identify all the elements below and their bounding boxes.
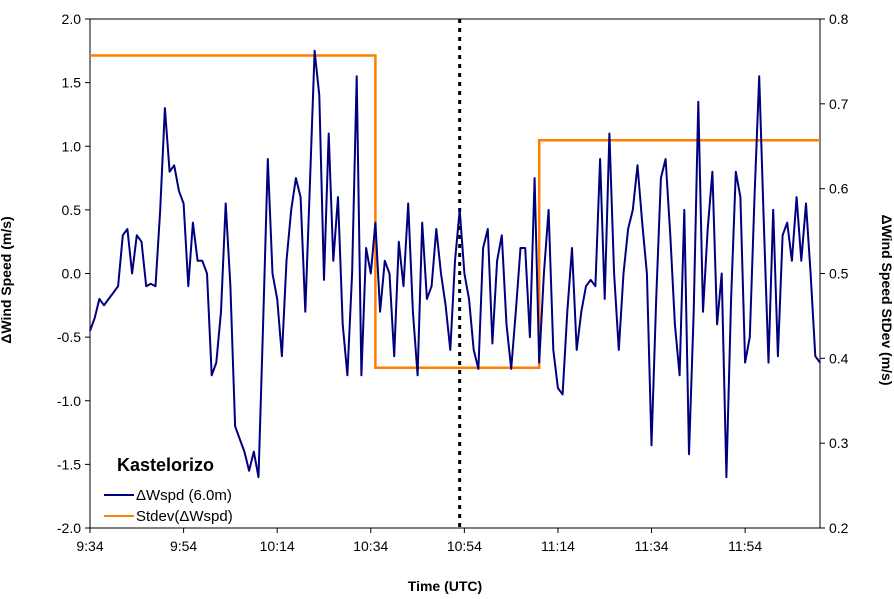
legend-label-wspd: ΔWspd (6.0m): [136, 487, 232, 504]
left-tick-label: -0.5: [57, 329, 81, 345]
right-tick-label: 0.2: [829, 520, 849, 536]
legend-label-stdev: Stdev(ΔWspd): [136, 508, 233, 525]
right-tick-label: 0.8: [829, 11, 849, 27]
x-axis: 9:34 9:54 10:14 10:34 10:54 11:14 11:34 11:54: [76, 528, 762, 554]
right-tick-label: 0.6: [829, 181, 849, 197]
left-tick-label: 1.0: [62, 138, 82, 154]
left-tick-label: 1.5: [62, 75, 82, 91]
x-tick-label: 10:34: [353, 538, 388, 554]
right-tick-label: 0.5: [829, 266, 849, 282]
right-tick-label: 0.3: [829, 435, 849, 451]
left-tick-label: -1.5: [57, 456, 81, 472]
right-y-axis-title: ΔWind Speed StDev (m/s): [879, 215, 894, 386]
left-tick-label: -1.0: [57, 393, 81, 409]
left-tick-label: 0.0: [62, 266, 82, 282]
left-tick-label: 0.5: [62, 202, 82, 218]
series-layer: [89, 49, 821, 479]
legend: Kastelorizo ΔWspd (6.0m) Stdev(ΔWspd): [104, 455, 233, 525]
x-tick-label: 10:54: [447, 538, 482, 554]
x-tick-label: 9:34: [76, 538, 103, 554]
series-line-wspd: [89, 49, 821, 479]
right-tick-label: 0.7: [829, 96, 849, 112]
x-tick-label: 11:34: [635, 538, 669, 554]
x-axis-title: Time (UTC): [408, 578, 482, 594]
x-tick-label: 11:54: [728, 538, 762, 554]
x-tick-label: 11:14: [541, 538, 575, 554]
right-axis: 0.8 0.7 0.6 0.5 0.4 0.3 0.2: [820, 11, 849, 536]
left-axis: 2.0 1.5 1.0 0.5 0.0 -0.5 -1.0 -1.5 -2.0: [57, 11, 90, 536]
left-tick-label: -2.0: [57, 520, 81, 536]
left-y-axis-title: ΔWind Speed (m/s): [0, 216, 14, 343]
series-line-stdev-wspd: [90, 54, 820, 369]
legend-title: Kastelorizo: [117, 455, 214, 475]
x-tick-label: 10:14: [260, 538, 295, 554]
left-tick-label: 2.0: [62, 11, 82, 27]
x-tick-label: 9:54: [170, 538, 197, 554]
right-tick-label: 0.4: [829, 350, 849, 366]
